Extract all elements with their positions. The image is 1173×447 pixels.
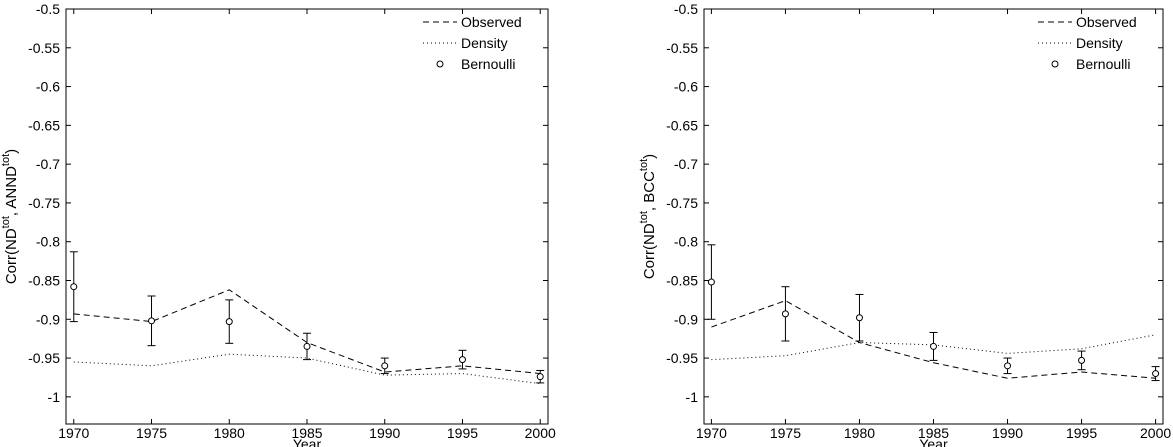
x-tick-label: 1980 [214, 425, 245, 441]
y-tick-label: -0.5 [36, 1, 60, 17]
chart: -1 -0.95 -0.9 -0.85 -0.8 -0.75 -0.7 -0.65 -0.6 -0… [638, 1, 1171, 447]
y-label-part: ) [641, 154, 658, 159]
x-tick-label: 1990 [369, 425, 400, 441]
marker [1152, 370, 1160, 378]
marker [225, 318, 233, 326]
x-tick-label: 2000 [525, 425, 556, 441]
x-tick-label: 1980 [844, 425, 875, 441]
legend-label: Bernoulli [1076, 56, 1130, 72]
legend-label: Observed [1076, 14, 1137, 30]
x-tick-label: 1970 [696, 425, 727, 441]
marker [303, 342, 311, 350]
y-label-superscript: tot [0, 216, 12, 228]
y-tick-label: -0.75 [28, 195, 60, 211]
y-label-part: Corr(ND [641, 223, 658, 279]
marker [70, 283, 78, 291]
series-line [73, 289, 541, 375]
marker [707, 278, 715, 286]
x-tick-label: 1975 [136, 425, 167, 441]
y-label-part: Corr(ND [3, 228, 20, 284]
legend-label: Observed [461, 14, 522, 30]
y-tick-label: -0.5 [674, 1, 698, 17]
y-tick-label: -0.95 [28, 350, 60, 366]
y-tick-label: -1 [48, 389, 61, 405]
chart: -1 -0.95 -0.9 -0.85 -0.8 -0.75 -0.7 -0.65 -0.6 -0… [0, 1, 556, 447]
marker [1078, 356, 1086, 364]
marker [458, 356, 466, 364]
y-tick-label: -0.55 [666, 40, 698, 56]
x-tick-label: 1985 [918, 425, 949, 441]
y-label-superscript: tot [638, 211, 650, 223]
legend-marker [1051, 60, 1059, 68]
y-label-part: , ANND [3, 166, 20, 216]
y-tick-label: -0.6 [36, 79, 60, 95]
y-tick-label: -0.8 [36, 234, 60, 250]
series-line [711, 300, 1156, 379]
marker [1004, 362, 1012, 370]
legend-label: Density [1076, 35, 1123, 51]
x-tick-label: 1995 [447, 425, 478, 441]
y-tick-label: -0.9 [674, 311, 698, 327]
y-label-superscript: tot [0, 154, 12, 166]
legend-label: Density [461, 35, 508, 51]
marker [536, 373, 544, 381]
marker [855, 314, 863, 322]
y-label-part: ) [3, 149, 20, 154]
y-tick-label: -0.85 [28, 272, 60, 288]
y-tick-label: -0.6 [674, 79, 698, 95]
y-tick-label: -0.65 [666, 117, 698, 133]
x-tick-label: 1995 [1066, 425, 1097, 441]
y-tick-label: -0.7 [36, 156, 60, 172]
x-tick-label: 2000 [1140, 425, 1171, 441]
y-axis-label: Corr(NDtot, BCCtot) [638, 154, 658, 279]
marker [381, 362, 389, 370]
marker [781, 310, 789, 318]
marker [148, 317, 156, 325]
y-tick-label: -0.8 [674, 234, 698, 250]
y-tick-label: -1 [686, 389, 699, 405]
legend-marker [436, 60, 444, 68]
y-label-part: , BCC [641, 171, 658, 211]
y-tick-label: -0.7 [674, 156, 698, 172]
x-tick-label: 1990 [992, 425, 1023, 441]
y-tick-label: -0.95 [666, 350, 698, 366]
marker [930, 342, 937, 350]
y-label-superscript: tot [638, 159, 650, 171]
y-tick-label: -0.65 [28, 117, 60, 133]
x-tick-label: 1985 [291, 425, 322, 441]
x-tick-label: 1970 [58, 425, 89, 441]
y-tick-label: -0.85 [666, 272, 698, 288]
y-tick-label: -0.55 [28, 40, 60, 56]
x-axis-label: Year [919, 436, 948, 447]
y-tick-label: -0.75 [666, 195, 698, 211]
x-axis-label: Year [293, 436, 322, 447]
legend-label: Bernoulli [461, 56, 515, 72]
series-line [711, 334, 1156, 361]
y-axis-label: Corr(NDtot, ANNDtot) [0, 149, 20, 284]
x-tick-label: 1975 [770, 425, 801, 441]
y-tick-label: -0.9 [36, 311, 60, 327]
